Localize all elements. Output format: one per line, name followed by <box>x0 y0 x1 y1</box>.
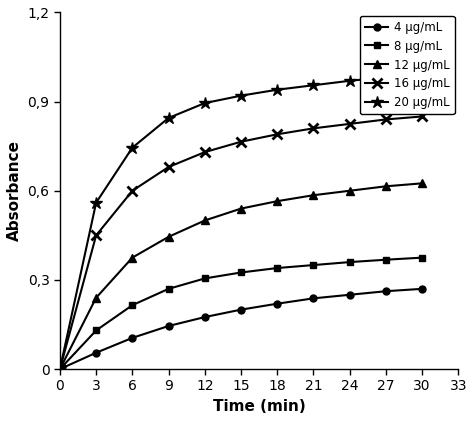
20 µg/mL <box>129 145 135 150</box>
20 µg/mL <box>419 69 425 75</box>
12 µg/mL <box>129 255 135 260</box>
16 µg/mL <box>347 121 353 126</box>
12 µg/mL <box>238 206 244 211</box>
4 µg/mL <box>129 336 135 341</box>
12 µg/mL <box>202 218 208 223</box>
Line: 4 µg/mL: 4 µg/mL <box>56 285 426 373</box>
4 µg/mL <box>93 350 99 355</box>
20 µg/mL <box>202 101 208 106</box>
8 µg/mL <box>310 263 316 268</box>
12 µg/mL <box>274 199 280 204</box>
4 µg/mL <box>238 307 244 312</box>
4 µg/mL <box>202 314 208 320</box>
4 µg/mL <box>419 286 425 291</box>
Line: 20 µg/mL: 20 µg/mL <box>54 66 428 376</box>
16 µg/mL <box>419 114 425 119</box>
8 µg/mL <box>347 260 353 265</box>
8 µg/mL <box>238 270 244 275</box>
20 µg/mL <box>383 75 389 80</box>
8 µg/mL <box>419 255 425 260</box>
12 µg/mL <box>93 295 99 300</box>
8 µg/mL <box>166 286 172 291</box>
12 µg/mL <box>310 193 316 198</box>
X-axis label: Time (min): Time (min) <box>213 399 305 414</box>
Y-axis label: Absorbance: Absorbance <box>7 140 22 241</box>
8 µg/mL <box>57 367 63 372</box>
16 µg/mL <box>274 132 280 137</box>
16 µg/mL <box>57 367 63 372</box>
20 µg/mL <box>57 367 63 372</box>
20 µg/mL <box>310 83 316 88</box>
20 µg/mL <box>238 93 244 98</box>
16 µg/mL <box>383 117 389 122</box>
4 µg/mL <box>310 296 316 301</box>
4 µg/mL <box>166 323 172 328</box>
20 µg/mL <box>347 78 353 83</box>
4 µg/mL <box>383 289 389 294</box>
Line: 16 µg/mL: 16 µg/mL <box>55 112 427 374</box>
16 µg/mL <box>93 233 99 238</box>
Legend: 4 µg/mL, 8 µg/mL, 12 µg/mL, 16 µg/mL, 20 µg/mL: 4 µg/mL, 8 µg/mL, 12 µg/mL, 16 µg/mL, 20… <box>360 16 455 114</box>
Line: 8 µg/mL: 8 µg/mL <box>56 254 426 373</box>
8 µg/mL <box>274 266 280 271</box>
12 µg/mL <box>57 367 63 372</box>
8 µg/mL <box>202 276 208 281</box>
8 µg/mL <box>93 328 99 333</box>
16 µg/mL <box>129 188 135 193</box>
12 µg/mL <box>383 184 389 189</box>
8 µg/mL <box>129 303 135 308</box>
8 µg/mL <box>383 257 389 262</box>
16 µg/mL <box>238 139 244 144</box>
12 µg/mL <box>347 188 353 193</box>
20 µg/mL <box>274 87 280 92</box>
Line: 12 µg/mL: 12 µg/mL <box>56 179 426 373</box>
12 µg/mL <box>419 181 425 186</box>
12 µg/mL <box>166 234 172 240</box>
4 µg/mL <box>347 292 353 297</box>
20 µg/mL <box>93 200 99 205</box>
16 µg/mL <box>166 165 172 170</box>
4 µg/mL <box>274 301 280 306</box>
20 µg/mL <box>166 115 172 120</box>
16 µg/mL <box>310 126 316 131</box>
4 µg/mL <box>57 367 63 372</box>
16 µg/mL <box>202 149 208 155</box>
